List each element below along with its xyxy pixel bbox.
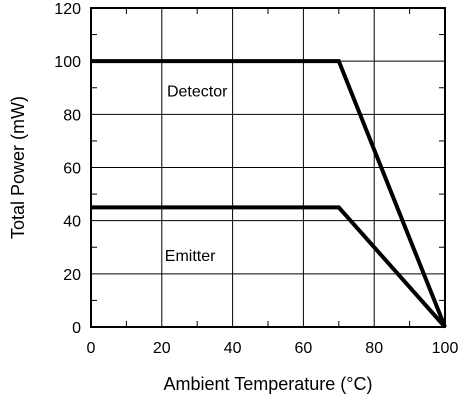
- y-tick-label: 40: [63, 214, 81, 231]
- x-tick-label: 20: [153, 340, 171, 357]
- x-tick-labels: 0 20 40 60 80 100: [87, 340, 459, 357]
- annotation-emitter: Emitter: [165, 248, 216, 265]
- y-tick-label: 60: [63, 161, 81, 178]
- x-tick-label: 0: [87, 340, 96, 357]
- plot-frame: [90, 7, 446, 328]
- y-tick-label: 100: [54, 54, 81, 71]
- x-tick-label: 40: [224, 340, 242, 357]
- x-tick-label: 100: [432, 340, 459, 357]
- y-tick-labels: 0 20 40 60 80 100 120: [54, 1, 81, 337]
- grid-layer: [91, 8, 445, 327]
- x-tick-label: 60: [295, 340, 313, 357]
- y-tick-label: 20: [63, 267, 81, 284]
- x-tick-label: 80: [365, 340, 383, 357]
- y-axis-label: Total Power (mW): [8, 96, 28, 239]
- x-axis-label: Ambient Temperature (°C): [164, 374, 373, 394]
- annotation-layer: Detector Emitter: [165, 83, 228, 265]
- y-tick-label: 80: [63, 107, 81, 124]
- annotation-detector: Detector: [167, 83, 228, 100]
- y-tick-label: 0: [72, 320, 81, 337]
- y-tick-label: 120: [54, 1, 81, 18]
- series-line-emitter: [91, 205, 447, 329]
- series-line-detector: [91, 59, 447, 328]
- series-layer: [91, 59, 447, 329]
